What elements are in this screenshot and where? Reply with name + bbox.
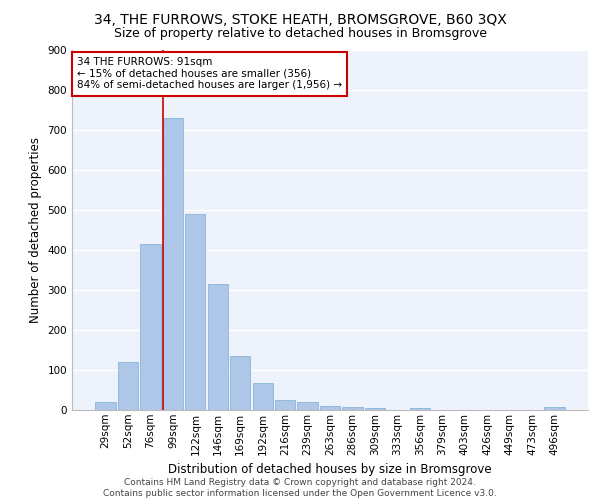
Text: Size of property relative to detached houses in Bromsgrove: Size of property relative to detached ho… <box>113 28 487 40</box>
Text: 34, THE FURROWS, STOKE HEATH, BROMSGROVE, B60 3QX: 34, THE FURROWS, STOKE HEATH, BROMSGROVE… <box>94 12 506 26</box>
Bar <box>410 408 430 410</box>
Bar <box>275 400 295 410</box>
Text: Contains HM Land Registry data © Crown copyright and database right 2024.
Contai: Contains HM Land Registry data © Crown c… <box>103 478 497 498</box>
Bar <box>253 383 273 410</box>
Bar <box>185 214 205 410</box>
Bar <box>95 402 116 410</box>
Bar <box>163 118 183 410</box>
Bar <box>343 407 362 410</box>
Bar <box>140 244 161 410</box>
Bar <box>298 402 317 410</box>
Bar <box>208 284 228 410</box>
Bar <box>118 362 138 410</box>
Bar <box>320 406 340 410</box>
Bar <box>544 407 565 410</box>
Y-axis label: Number of detached properties: Number of detached properties <box>29 137 42 323</box>
Text: 34 THE FURROWS: 91sqm
← 15% of detached houses are smaller (356)
84% of semi-det: 34 THE FURROWS: 91sqm ← 15% of detached … <box>77 57 342 90</box>
X-axis label: Distribution of detached houses by size in Bromsgrove: Distribution of detached houses by size … <box>168 463 492 476</box>
Bar <box>230 356 250 410</box>
Bar <box>365 408 385 410</box>
